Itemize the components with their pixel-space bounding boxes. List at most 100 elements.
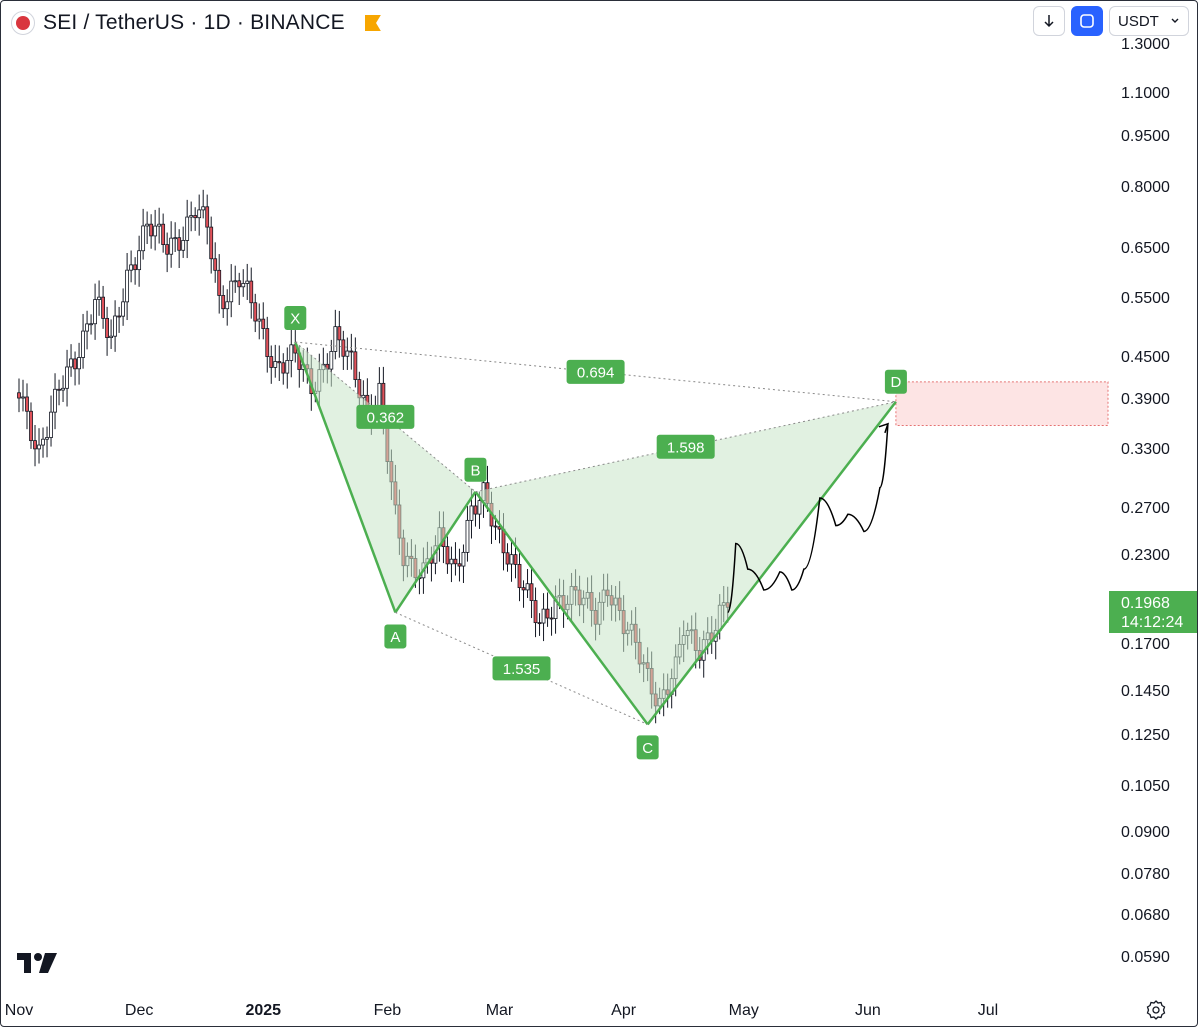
- candle: [461, 544, 466, 583]
- candle: [41, 427, 45, 458]
- candle: [213, 242, 218, 283]
- price-tick-label: 0.6500: [1121, 240, 1170, 258]
- sei-coin-icon: [11, 11, 35, 35]
- svg-text:1.598: 1.598: [667, 439, 705, 456]
- candle: [85, 310, 89, 350]
- candle: [545, 592, 550, 627]
- symbol-header[interactable]: SEI / TetherUS · 1D · BINANCE: [11, 9, 381, 37]
- ratio-label: 1.598: [656, 434, 715, 459]
- projection-path: [726, 423, 889, 614]
- candle: [257, 303, 262, 340]
- candle: [237, 272, 242, 306]
- candle: [149, 214, 154, 249]
- svg-text:D: D: [890, 374, 901, 391]
- top-controls: USDT: [1033, 6, 1189, 36]
- time-tick-label: May: [728, 1002, 759, 1019]
- candle: [537, 613, 542, 636]
- projection-layer: [726, 422, 890, 614]
- candle: [341, 330, 346, 370]
- candle: [233, 265, 238, 293]
- pattern-leg-bc: [474, 491, 649, 726]
- candle: [345, 337, 350, 370]
- time-tick-label: Jun: [854, 1002, 881, 1019]
- candle: [141, 208, 146, 260]
- currency-label: USDT: [1118, 12, 1159, 30]
- svg-text:B: B: [470, 462, 480, 479]
- candle: [509, 541, 514, 582]
- time-tick-label: Nov: [4, 1002, 34, 1019]
- candle: [273, 344, 278, 378]
- currency-select[interactable]: USDT: [1109, 6, 1189, 36]
- flag-icon[interactable]: [364, 15, 381, 31]
- candle: [529, 566, 534, 619]
- price-tick-label: 0.1250: [1121, 727, 1170, 744]
- harmonic-pattern-layer: [294, 341, 897, 726]
- price-tick-label: 0.0680: [1121, 906, 1170, 924]
- svg-text:1.535: 1.535: [503, 661, 541, 678]
- candle: [349, 333, 354, 370]
- candle: [169, 221, 174, 268]
- candle: [353, 337, 358, 388]
- ratio-label: 0.694: [566, 359, 625, 384]
- candle: [229, 264, 234, 318]
- candle: [457, 548, 462, 582]
- chevron-down-icon: [1171, 18, 1179, 23]
- price-tick-label: 0.2700: [1121, 499, 1170, 517]
- candle: [137, 235, 142, 287]
- price-tick-label: 0.5500: [1121, 289, 1170, 307]
- candle: [105, 306, 109, 356]
- candle: [209, 216, 214, 274]
- candle: [17, 378, 21, 413]
- price-tick-label: 0.0590: [1121, 948, 1170, 966]
- candle: [445, 536, 450, 574]
- candle: [57, 379, 61, 406]
- candle: [245, 263, 250, 300]
- svg-text:X: X: [290, 311, 300, 328]
- candle: [157, 207, 162, 244]
- candle: [181, 226, 186, 258]
- arrow-down-icon: [1044, 15, 1054, 28]
- candle: [337, 310, 342, 358]
- candle: [221, 285, 226, 318]
- download-button[interactable]: [1033, 6, 1065, 36]
- target-zone-layer: [895, 381, 1109, 426]
- candle: [117, 306, 122, 333]
- settings-gear-icon[interactable]: [1145, 999, 1167, 1021]
- svg-text:0.694: 0.694: [577, 364, 615, 381]
- ratio-line-ac: [395, 611, 648, 725]
- candle: [277, 345, 282, 382]
- time-tick-label: Mar: [485, 1002, 514, 1019]
- candle: [253, 293, 258, 333]
- pattern-labels-layer: X A B C D 0.362 1.535 1.598 0.694: [284, 306, 907, 760]
- candle: [37, 428, 41, 464]
- pattern-point-x: X: [284, 306, 307, 331]
- candle: [249, 267, 254, 319]
- candle: [449, 546, 454, 583]
- svg-text:C: C: [642, 740, 653, 757]
- candle: [81, 313, 85, 369]
- candle: [29, 402, 33, 449]
- candle: [517, 549, 522, 602]
- candle: [333, 309, 338, 360]
- candle: [205, 194, 210, 245]
- candle: [173, 222, 178, 253]
- candle: [261, 302, 266, 340]
- candle: [269, 345, 274, 384]
- candle: [465, 506, 470, 562]
- candle: [65, 349, 69, 407]
- price-tick-label: 0.0900: [1121, 823, 1170, 841]
- candle: [265, 316, 270, 373]
- sync-layout-button[interactable]: [1071, 6, 1103, 36]
- tradingview-logo-icon[interactable]: [17, 951, 59, 975]
- candle: [177, 229, 182, 269]
- candle: [289, 327, 294, 378]
- candle: [69, 344, 73, 377]
- candle: [61, 375, 65, 402]
- candle: [505, 543, 510, 572]
- candle: [541, 593, 546, 642]
- pattern-leg-xa: [294, 341, 397, 613]
- svg-text:0.362: 0.362: [367, 409, 405, 426]
- layout-sync-icon: [1080, 14, 1094, 28]
